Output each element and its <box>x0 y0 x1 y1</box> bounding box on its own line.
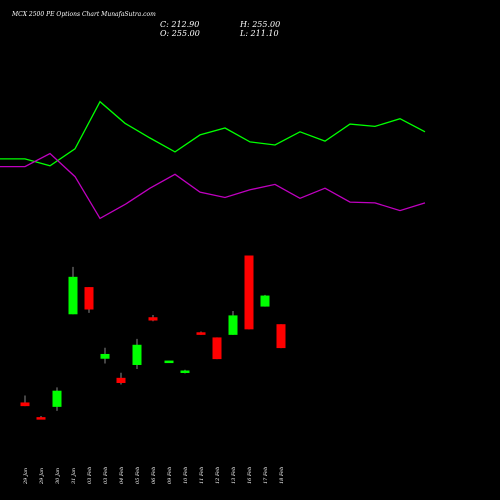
x-tick-label: 03 Feb <box>103 467 109 484</box>
candle-body <box>244 255 254 330</box>
candle-body <box>260 295 270 307</box>
close-value: C: 212.90 <box>160 20 200 29</box>
candle-body <box>68 276 78 315</box>
candle-body <box>148 317 158 321</box>
x-tick-label: 06 Feb <box>151 467 157 484</box>
open-value: O: 255.00 <box>160 29 200 38</box>
x-tick-label: 29 Jan <box>39 468 45 485</box>
x-tick-label: 16 Feb <box>247 467 253 484</box>
low-value: L: 211.10 <box>240 29 279 38</box>
x-tick-label: 30 Jan <box>55 468 61 484</box>
candle-body <box>116 377 126 383</box>
x-tick-label: 03 Feb <box>87 467 93 484</box>
x-tick-label: 10 Feb <box>183 467 189 484</box>
x-tick-label: 17 Feb <box>263 467 269 484</box>
x-axis-labels: 29 Jan 29 Jan 30 Jan 31 Jan 03 Feb 03 Feb 04 F… <box>23 467 285 485</box>
x-tick-label: 05 Feb <box>135 467 141 484</box>
x-tick-label: 13 Feb <box>231 467 237 484</box>
x-tick-label: 09 Feb <box>167 467 173 484</box>
candle-body <box>52 390 62 407</box>
x-tick-label: 29 Jan <box>23 468 29 485</box>
candle-body <box>196 332 206 335</box>
candles-group <box>20 255 286 420</box>
candle-body <box>212 337 222 360</box>
candle-body <box>164 360 174 364</box>
candle-body <box>100 353 110 359</box>
chart-title: MCX 2500 PE Options Chart MunafaSutra.co… <box>12 11 156 18</box>
x-tick-label: 11 Feb <box>199 467 205 484</box>
x-tick-label: 12 Feb <box>215 467 221 484</box>
candle-body <box>36 417 46 420</box>
candle-body <box>20 402 30 407</box>
green-line-series <box>0 100 426 167</box>
candle-body <box>228 315 238 335</box>
candle-body <box>84 287 94 310</box>
x-tick-label: 31 Jan <box>71 468 77 484</box>
candle-body <box>132 344 142 365</box>
candle-body <box>180 370 190 373</box>
high-value: H: 255.00 <box>240 20 281 29</box>
magenta-line-series <box>0 152 426 220</box>
candle-body <box>276 324 286 349</box>
x-tick-label: 18 Feb <box>279 467 285 484</box>
x-tick-label: 04 Feb <box>119 467 125 484</box>
